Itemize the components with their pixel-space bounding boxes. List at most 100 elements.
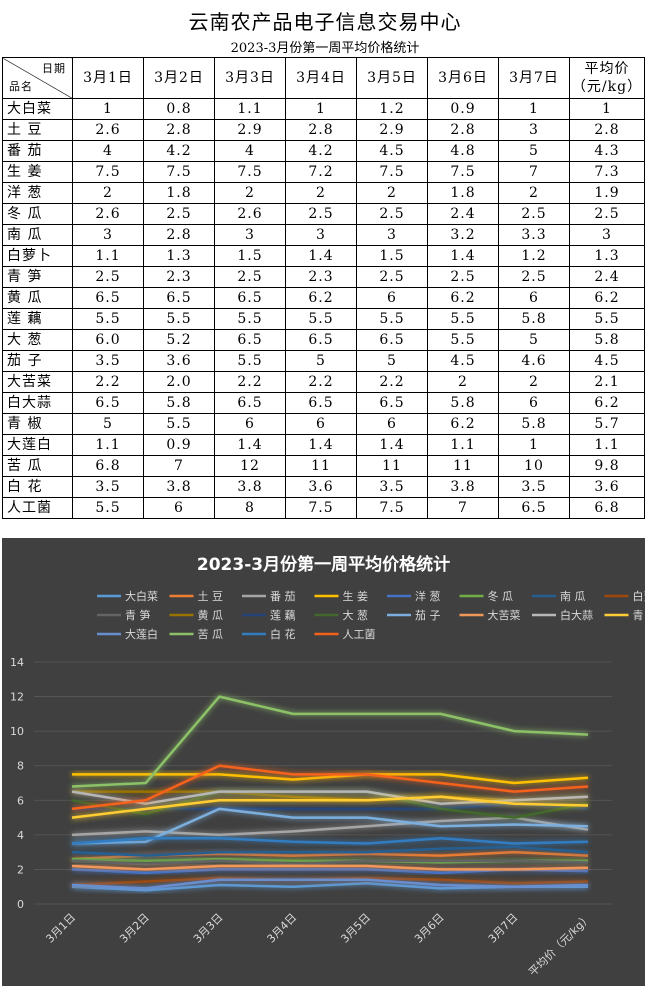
price-cell: 2.9 [356,119,428,141]
price-cell: 2.8 [427,119,499,141]
average-price-cell: 3 [569,224,645,246]
price-cell: 5 [72,413,144,435]
product-name-cell: 大 葱 [2,329,73,351]
column-header: 3月6日 [427,57,499,99]
average-price-cell: 2.5 [569,203,645,225]
price-cell: 5 [498,329,570,351]
legend-label: 黄 瓜 [198,608,224,622]
product-name-cell: 白萝卜 [2,245,73,267]
price-cell: 1.5 [214,245,286,267]
product-name-cell: 白 花 [2,476,73,498]
price-cell: 7.5 [214,161,286,183]
price-cell: 3.2 [427,224,499,246]
y-tick-label: 6 [17,794,24,807]
price-cell: 5.8 [498,308,570,330]
average-price-cell: 9.8 [569,455,645,477]
y-tick-label: 14 [10,656,24,669]
price-cell: 1.1 [427,434,499,456]
price-cell: 2.8 [143,119,215,141]
price-cell: 11 [356,455,428,477]
average-price-cell: 5.8 [569,329,645,351]
series-line [71,837,589,845]
average-price-cell: 7.3 [569,161,645,183]
price-cell: 1 [498,98,570,120]
price-cell: 2 [72,182,144,204]
price-cell: 6.8 [72,455,144,477]
product-name-cell: 大莲白 [2,434,73,456]
price-cell: 5.8 [427,392,499,414]
series-line [71,816,589,837]
price-cell: 4.5 [427,350,499,372]
legend-label: 青 椒 [633,608,646,622]
price-cell: 0.9 [427,98,499,120]
price-cell: 2.5 [143,203,215,225]
legend-label: 人工菌 [343,628,376,641]
x-tick-label: 3月7日 [486,911,521,946]
product-name-cell: 青 椒 [2,413,73,435]
price-cell: 7.5 [356,161,428,183]
product-name-cell: 南 瓜 [2,224,73,246]
column-header: 3月1日 [72,57,144,99]
price-cell: 1.1 [72,245,144,267]
price-cell: 6.5 [214,287,286,309]
price-cell: 6.0 [72,329,144,351]
price-cell: 6.5 [214,392,286,414]
price-cell: 2.4 [427,203,499,225]
x-tick-label: 3月3日 [191,911,226,946]
price-cell: 5 [356,350,428,372]
price-cell: 1 [72,98,144,120]
price-cell: 2.5 [214,266,286,288]
price-cell: 5.5 [427,308,499,330]
price-cell: 1.8 [143,182,215,204]
price-cell: 2.2 [356,371,428,393]
price-cell: 6.2 [427,413,499,435]
price-cell: 2.3 [143,266,215,288]
table-row: 苦 瓜 6.8 7 12 11 11 11 10 9.8 [2,455,645,477]
price-cell: 2.5 [285,203,357,225]
price-cell: 7.5 [427,161,499,183]
series-line [71,878,589,890]
price-cell: 6.2 [427,287,499,309]
price-cell: 3.5 [72,476,144,498]
price-cell: 5.5 [143,413,215,435]
table-row: 莲 藕 5.5 5.5 5.5 5.5 5.5 5.5 5.8 5.5 [2,308,645,330]
table-row: 白大蒜 6.5 5.8 6.5 6.5 6.5 5.8 6 6.2 [2,392,645,414]
product-name-cell: 苦 瓜 [2,455,73,477]
average-price-cell: 6.2 [569,287,645,309]
price-cell: 5.2 [143,329,215,351]
column-header: 3月3日 [214,57,286,99]
price-cell: 5.5 [356,308,428,330]
price-cell: 5.5 [427,329,499,351]
series-line [71,845,589,857]
average-price-cell: 1.3 [569,245,645,267]
y-tick-label: 8 [17,760,24,773]
average-price-cell: 5.5 [569,308,645,330]
table-row: 大莲白 1.1 0.9 1.4 1.4 1.4 1.1 1 1.1 [2,434,645,456]
price-cell: 2.5 [427,266,499,288]
table-row: 青 椒 5 5.5 6 6 6 6.2 5.8 5.7 [2,413,645,435]
y-tick-label: 12 [10,691,24,704]
price-cell: 6.2 [285,287,357,309]
price-cell: 4 [72,140,144,162]
price-cell: 1 [285,98,357,120]
price-cell: 6 [356,287,428,309]
price-cell: 3.3 [498,224,570,246]
price-cell: 6.5 [498,497,570,519]
price-cell: 0.9 [143,434,215,456]
chart-title: 2023-3月份第一周平均价格统计 [197,554,450,575]
price-cell: 6.5 [72,287,144,309]
table-row: 大苦菜 2.2 2.0 2.2 2.2 2.2 2 2 2.1 [2,371,645,393]
legend-label: 冬 瓜 [488,589,514,603]
average-price-cell: 6.2 [569,392,645,414]
price-cell: 7.5 [143,161,215,183]
series-line [71,764,589,811]
average-price-cell: 5.7 [569,413,645,435]
product-name-cell: 洋 葱 [2,182,73,204]
price-cell: 3 [214,224,286,246]
legend-label: 生 姜 [343,589,369,603]
product-name-cell: 生 姜 [2,161,73,183]
x-tick-label: 3月5日 [338,911,373,946]
price-cell: 2.2 [72,371,144,393]
